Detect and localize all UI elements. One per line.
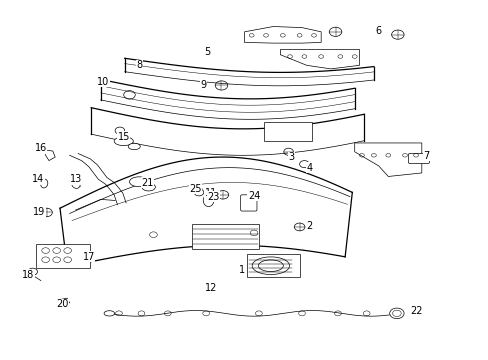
Text: 24: 24 [247, 191, 260, 201]
Bar [246, 254, 299, 277]
Polygon shape [244, 27, 321, 43]
Polygon shape [61, 298, 69, 304]
Text: 17: 17 [82, 252, 95, 262]
Text: 18: 18 [22, 270, 34, 280]
Text: 2: 2 [305, 221, 312, 231]
Polygon shape [354, 143, 421, 176]
Text: 6: 6 [375, 26, 381, 36]
Text: 12: 12 [204, 283, 217, 293]
Ellipse shape [128, 143, 140, 150]
Text: 23: 23 [207, 192, 219, 202]
Text: 1: 1 [239, 265, 244, 275]
Text: 25: 25 [189, 184, 202, 194]
Polygon shape [280, 49, 359, 69]
Ellipse shape [129, 177, 148, 187]
Ellipse shape [203, 194, 213, 207]
Text: 15: 15 [117, 132, 130, 142]
Text: 4: 4 [305, 163, 312, 173]
Ellipse shape [41, 179, 48, 188]
Text: 10: 10 [97, 77, 109, 87]
Text: 11: 11 [204, 188, 217, 198]
Ellipse shape [114, 137, 133, 145]
Bar [36, 243, 89, 268]
Text: 13: 13 [70, 174, 82, 184]
Text: 21: 21 [141, 178, 154, 188]
Polygon shape [60, 157, 351, 266]
Text: 22: 22 [409, 306, 422, 315]
FancyBboxPatch shape [240, 195, 256, 211]
Ellipse shape [142, 183, 155, 191]
Text: 3: 3 [288, 152, 294, 162]
Ellipse shape [71, 179, 80, 188]
Polygon shape [191, 224, 258, 249]
Text: 16: 16 [35, 143, 47, 153]
Text: 19: 19 [33, 207, 45, 217]
Polygon shape [45, 150, 55, 161]
Text: 8: 8 [136, 60, 142, 70]
Text: 9: 9 [200, 80, 206, 90]
Circle shape [389, 308, 403, 319]
FancyBboxPatch shape [407, 153, 428, 163]
Text: 7: 7 [423, 151, 429, 161]
Ellipse shape [104, 311, 114, 316]
Text: 14: 14 [32, 174, 44, 184]
Bar [263, 122, 311, 141]
Ellipse shape [252, 257, 289, 275]
Text: 20: 20 [56, 299, 68, 309]
Text: 5: 5 [203, 47, 210, 57]
